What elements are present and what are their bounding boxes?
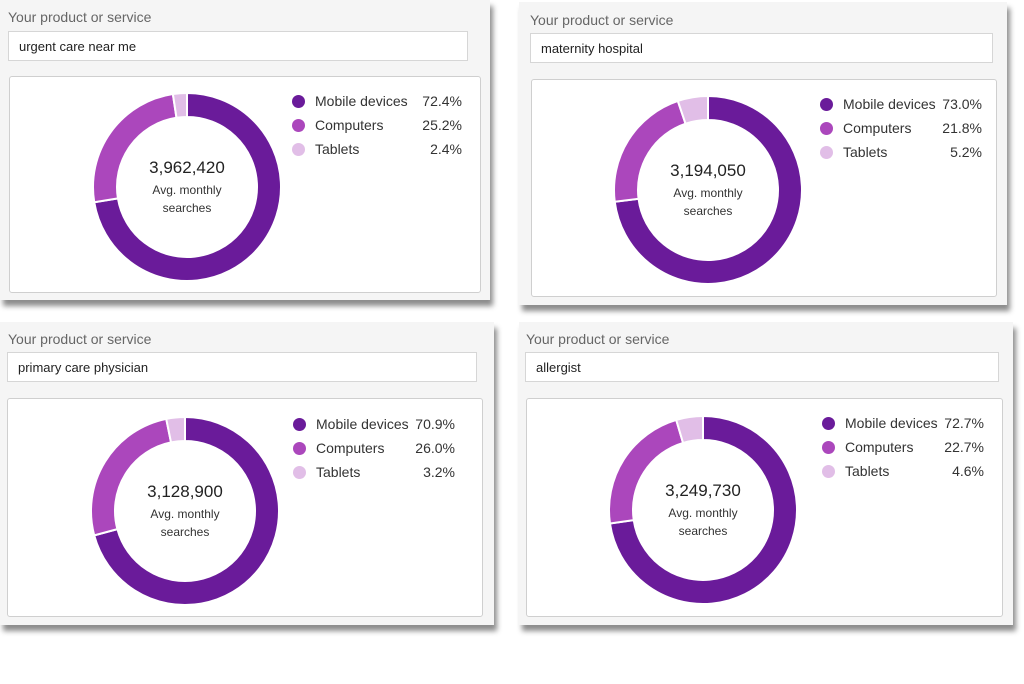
donut-chart-primary-care-physician: 3,128,900 Avg. monthly searches	[90, 415, 280, 606]
legend-item-tablets[interactable]: Tablets 4.6%	[822, 459, 984, 483]
total-caption-line1: Avg. monthly	[150, 507, 219, 521]
donut-slices	[90, 415, 280, 606]
computers-swatch	[292, 118, 305, 132]
slice-tablets[interactable]	[674, 414, 704, 445]
computers-swatch	[822, 440, 835, 454]
legend-item-mobile[interactable]: Mobile devices 72.4%	[292, 89, 462, 113]
total-searches-value: 3,962,420	[149, 158, 225, 177]
tablets-swatch	[822, 464, 835, 478]
legend-value: 2.4%	[430, 141, 462, 157]
slice-tablets[interactable]	[171, 91, 188, 119]
legend-value: 5.2%	[950, 144, 982, 160]
legend-label: Tablets	[845, 463, 890, 479]
legend-urgent-care: Mobile devices 72.4% Computers 25.2% Tab…	[292, 89, 462, 161]
legend-value: 70.9%	[415, 416, 455, 432]
donut-chart-maternity-hospital: 3,194,050 Avg. monthly searches	[613, 94, 803, 285]
legend-label: Tablets	[843, 144, 888, 160]
legend-label: Mobile devices	[315, 93, 408, 109]
legend-allergist: Mobile devices 72.7% Computers 22.7% Tab…	[822, 411, 984, 483]
total-caption-line2: searches	[161, 525, 210, 539]
donut-chart-urgent-care: 3,962,420 Avg. monthly searches	[92, 91, 282, 282]
panel-primary-care-physician: Your product or service primary care phy…	[0, 322, 494, 625]
legend-value: 22.7%	[944, 439, 984, 455]
legend-label: Mobile devices	[843, 96, 936, 112]
legend-item-mobile[interactable]: Mobile devices 72.7%	[822, 411, 984, 435]
legend-item-computers[interactable]: Computers 21.8%	[820, 116, 982, 140]
total-searches-value: 3,194,050	[670, 161, 746, 180]
tablets-swatch	[292, 142, 305, 156]
legend-item-computers[interactable]: Computers 26.0%	[293, 436, 455, 460]
product-field-label: Your product or service	[8, 9, 152, 25]
mobile-swatch	[293, 417, 306, 431]
computers-swatch	[293, 441, 306, 455]
slice-mobile-devices[interactable]	[93, 91, 282, 282]
slice-mobile-devices[interactable]	[608, 414, 798, 605]
tablets-swatch	[820, 145, 833, 159]
product-input[interactable]: primary care physician	[7, 352, 477, 382]
legend-item-mobile[interactable]: Mobile devices 73.0%	[820, 92, 982, 116]
legend-value: 72.7%	[944, 415, 984, 431]
legend-label: Computers	[843, 120, 912, 136]
total-caption-line2: searches	[679, 524, 728, 538]
legend-item-computers[interactable]: Computers 25.2%	[292, 113, 462, 137]
product-input[interactable]: allergist	[525, 352, 999, 382]
slice-mobile-devices[interactable]	[613, 94, 803, 285]
product-field-label: Your product or service	[526, 331, 670, 347]
donut-slices	[608, 414, 798, 605]
mobile-swatch	[820, 97, 833, 111]
legend-primary-care-physician: Mobile devices 70.9% Computers 26.0% Tab…	[293, 412, 455, 484]
product-field-label: Your product or service	[530, 12, 674, 28]
total-caption-line1: Avg. monthly	[673, 186, 742, 200]
legend-label: Computers	[845, 439, 914, 455]
slice-mobile-devices[interactable]	[92, 415, 280, 606]
legend-label: Tablets	[315, 141, 360, 157]
legend-item-computers[interactable]: Computers 22.7%	[822, 435, 984, 459]
total-caption-line1: Avg. monthly	[152, 183, 221, 197]
legend-label: Mobile devices	[316, 416, 409, 432]
legend-value: 72.4%	[422, 93, 462, 109]
mobile-swatch	[292, 94, 305, 108]
legend-value: 4.6%	[952, 463, 984, 479]
legend-item-tablets[interactable]: Tablets 3.2%	[293, 460, 455, 484]
legend-label: Computers	[315, 117, 384, 133]
legend-value: 73.0%	[942, 96, 982, 112]
total-searches-value: 3,249,730	[665, 481, 741, 500]
mobile-swatch	[822, 416, 835, 430]
product-input[interactable]: urgent care near me	[8, 31, 468, 61]
legend-value: 25.2%	[422, 117, 462, 133]
legend-item-tablets[interactable]: Tablets 2.4%	[292, 137, 462, 161]
total-searches-value: 3,128,900	[147, 482, 223, 501]
donut-slices	[92, 91, 282, 282]
computers-swatch	[820, 121, 833, 135]
product-input[interactable]: maternity hospital	[530, 33, 993, 63]
total-caption-line2: searches	[684, 204, 733, 218]
legend-item-tablets[interactable]: Tablets 5.2%	[820, 140, 982, 164]
legend-item-mobile[interactable]: Mobile devices 70.9%	[293, 412, 455, 436]
product-field-label: Your product or service	[8, 331, 152, 347]
legend-value: 26.0%	[415, 440, 455, 456]
tablets-swatch	[293, 465, 306, 479]
slice-tablets[interactable]	[165, 415, 186, 444]
legend-value: 21.8%	[942, 120, 982, 136]
legend-label: Computers	[316, 440, 385, 456]
total-caption-line2: searches	[163, 201, 212, 215]
donut-slices	[613, 94, 803, 285]
legend-value: 3.2%	[423, 464, 455, 480]
legend-label: Tablets	[316, 464, 361, 480]
total-caption-line1: Avg. monthly	[668, 506, 737, 520]
legend-maternity-hospital: Mobile devices 73.0% Computers 21.8% Tab…	[820, 92, 982, 164]
legend-label: Mobile devices	[845, 415, 938, 431]
slice-tablets[interactable]	[676, 94, 709, 125]
donut-chart-allergist: 3,249,730 Avg. monthly searches	[608, 414, 798, 605]
